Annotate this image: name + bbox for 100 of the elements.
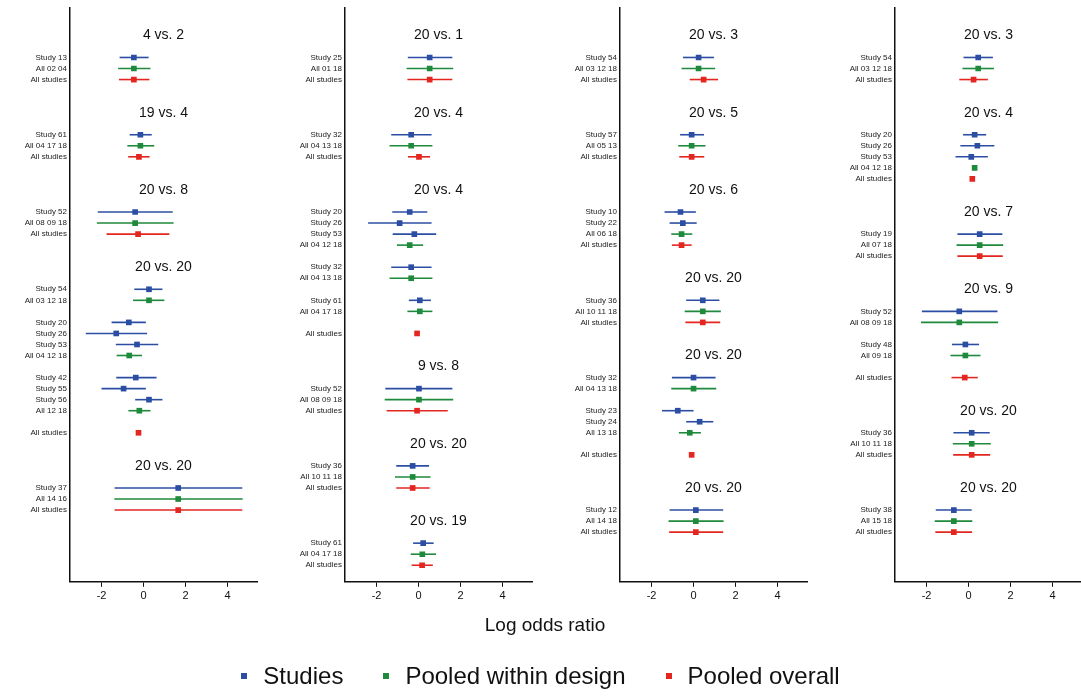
- y-tick-label: Study 57: [585, 129, 618, 139]
- y-tick-label: Study 53: [860, 152, 893, 162]
- point: [975, 65, 982, 72]
- x-tick-label: 4: [1049, 589, 1056, 602]
- point: [131, 76, 137, 83]
- y-tick-label: All 04 17 18: [24, 140, 68, 150]
- y-tick-label: Study 32: [310, 129, 343, 139]
- annotation: 20 vs. 7: [963, 202, 1014, 219]
- point: [976, 242, 983, 248]
- point: [131, 54, 137, 61]
- y-tick-label: Study 42: [35, 372, 68, 382]
- y-tick-label: Study 61: [310, 538, 343, 548]
- point: [688, 452, 695, 458]
- y-tick-label: Study 53: [35, 339, 68, 349]
- y-tick-label: All studies: [30, 152, 67, 162]
- annotation: 20 vs. 5: [688, 103, 739, 120]
- y-tick-label: All 04 12 18: [849, 163, 893, 173]
- point: [416, 396, 422, 403]
- legend-label: Pooled within design: [405, 662, 626, 690]
- y-tick-label: All 04 17 18: [299, 306, 343, 316]
- point: [135, 231, 141, 237]
- point: [146, 297, 152, 304]
- point: [678, 242, 685, 248]
- y-tick-label: All studies: [855, 174, 892, 184]
- point: [175, 496, 182, 502]
- point: [396, 220, 403, 226]
- point: [686, 429, 693, 436]
- point: [678, 231, 685, 237]
- point: [693, 507, 699, 513]
- y-tick-label: All studies: [305, 483, 342, 493]
- y-tick-label: Study 48: [860, 339, 893, 349]
- legend-label: Studies: [263, 662, 344, 690]
- y-tick-label: Study 54: [35, 284, 68, 294]
- annotation: 20 vs. 20: [960, 401, 1018, 418]
- x-tick-label: 2: [732, 589, 739, 602]
- y-tick-label: All studies: [855, 74, 892, 84]
- point: [414, 407, 420, 414]
- point: [971, 131, 978, 138]
- y-tick-label: Study 32: [310, 262, 343, 272]
- point: [974, 142, 981, 149]
- point: [134, 341, 140, 348]
- y-tick-label: Study 32: [585, 372, 618, 382]
- point: [969, 176, 976, 182]
- y-tick-label: All 14 18: [585, 516, 618, 526]
- x-tick-label: -2: [646, 589, 657, 602]
- y-tick-label: All 03 12 18: [24, 295, 68, 305]
- y-tick-label: All 15 18: [860, 516, 893, 526]
- y-tick-label: Study 10: [585, 207, 618, 217]
- y-tick-label: All 08 09 18: [24, 218, 68, 228]
- annotation: 20 vs. 4: [413, 180, 464, 197]
- y-tick-label: Study 20: [35, 317, 68, 327]
- point: [693, 529, 699, 535]
- point: [951, 529, 957, 535]
- y-tick-label: All 07 18: [860, 240, 893, 250]
- y-tick-label: All 04 13 18: [299, 273, 343, 283]
- y-tick-label: Study 22: [585, 218, 618, 228]
- annotation: 20 vs. 6: [688, 180, 739, 197]
- point: [699, 319, 706, 326]
- y-tick-label: All studies: [580, 240, 617, 250]
- point: [136, 153, 142, 160]
- y-tick-label: All studies: [580, 317, 617, 327]
- y-tick-label: Study 54: [860, 52, 893, 62]
- annotation: 19 vs. 4: [138, 103, 189, 120]
- point: [126, 319, 132, 326]
- point: [136, 407, 143, 414]
- y-tick-label: Study 23: [585, 405, 618, 415]
- y-tick-label: All 04 13 18: [299, 140, 343, 150]
- point: [961, 374, 968, 381]
- point: [951, 507, 957, 513]
- y-tick-label: All 03 12 18: [849, 63, 893, 73]
- point: [409, 463, 416, 469]
- point: [420, 540, 426, 546]
- point: [416, 297, 423, 304]
- y-tick-label: All 05 13: [585, 140, 618, 150]
- y-tick-label: All studies: [855, 527, 892, 537]
- point: [688, 153, 695, 160]
- x-tick-label: 4: [224, 589, 231, 602]
- point: [175, 485, 182, 491]
- y-tick-label: Study 12: [585, 505, 618, 515]
- y-tick-label: All studies: [30, 229, 67, 239]
- x-tick-label: 0: [415, 589, 422, 602]
- y-tick-label: Study 19: [860, 229, 893, 239]
- x-tick-label: -2: [371, 589, 382, 602]
- annotation: 20 vs. 20: [135, 258, 193, 275]
- y-tick-label: All 12 18: [35, 405, 68, 415]
- annotation: 20 vs. 4: [413, 103, 464, 120]
- point: [408, 142, 415, 149]
- y-tick-label: All 04 12 18: [299, 240, 343, 250]
- y-tick-label: Study 53: [310, 229, 343, 239]
- point: [411, 231, 418, 237]
- point: [951, 518, 957, 524]
- y-tick-label: All studies: [855, 450, 892, 460]
- annotation: 20 vs. 1: [413, 26, 464, 43]
- x-tick-label: 0: [140, 589, 147, 602]
- y-tick-label: Study 20: [310, 207, 343, 217]
- y-tick-label: Study 26: [310, 218, 343, 228]
- x-tick-label: 2: [457, 589, 464, 602]
- point: [131, 65, 137, 72]
- point: [135, 429, 142, 436]
- point: [688, 131, 695, 138]
